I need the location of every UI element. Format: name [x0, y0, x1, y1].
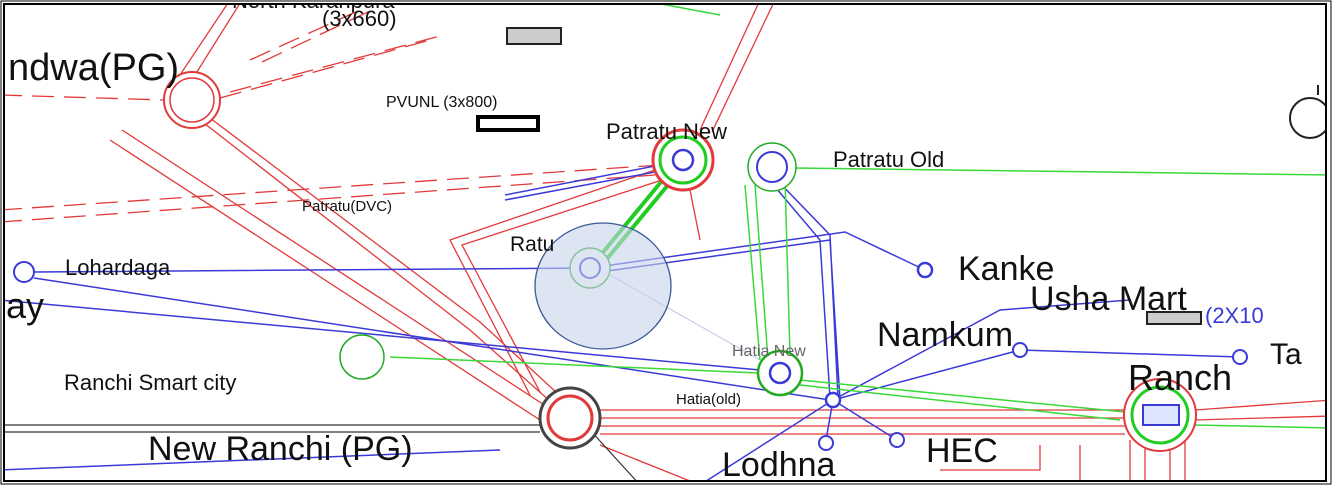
substation: [1013, 343, 1027, 357]
node-label: New Ranchi (PG): [148, 430, 413, 468]
substation: [826, 393, 840, 407]
plant-icon: [1143, 405, 1179, 425]
node-label: Hatia(old): [676, 391, 741, 408]
node-label: ndwa(PG): [8, 47, 179, 89]
node-label: HEC: [926, 432, 998, 470]
substation: [14, 262, 34, 282]
substation: [1290, 98, 1330, 138]
line-green: [640, 0, 720, 15]
node-label: Ratu: [510, 233, 554, 256]
node-label: Usha Mart: [1030, 280, 1187, 318]
line-red: [600, 440, 1185, 485]
node-label: Patratu New: [606, 119, 727, 144]
node-label: (3x660): [322, 6, 397, 31]
substation: [918, 263, 932, 277]
node-label: Lodhna: [722, 446, 836, 484]
node-label: Namkum: [877, 316, 1013, 354]
plant-icon: [507, 28, 561, 44]
plant-icon: [478, 117, 538, 130]
node-label: Ranchi Smart city: [64, 370, 236, 395]
substation: [748, 143, 796, 191]
grid-map: North Karanpura (3x660) ndwa(PG) PVUNL (…: [0, 0, 1332, 485]
node-label: (2X10: [1205, 303, 1264, 328]
node-label: Patratu(DVC): [302, 198, 392, 215]
map-layer: North Karanpura (3x660) ndwa(PG) PVUNL (…: [0, 0, 1332, 485]
line-red: [180, 0, 775, 132]
substation: [890, 433, 904, 447]
substation: [340, 335, 384, 379]
node-label: PVUNL (3x800): [386, 94, 497, 111]
node-label: ay: [6, 285, 44, 326]
node-label: Ta: [1270, 338, 1302, 371]
node-label: Hatia New: [732, 343, 806, 360]
substation: [1233, 350, 1247, 364]
node-label: Patratu Old: [833, 147, 944, 172]
highlight-ellipse: [535, 223, 671, 349]
node-label: Ranch: [1128, 357, 1232, 398]
node-label: Lohardaga: [65, 255, 171, 280]
